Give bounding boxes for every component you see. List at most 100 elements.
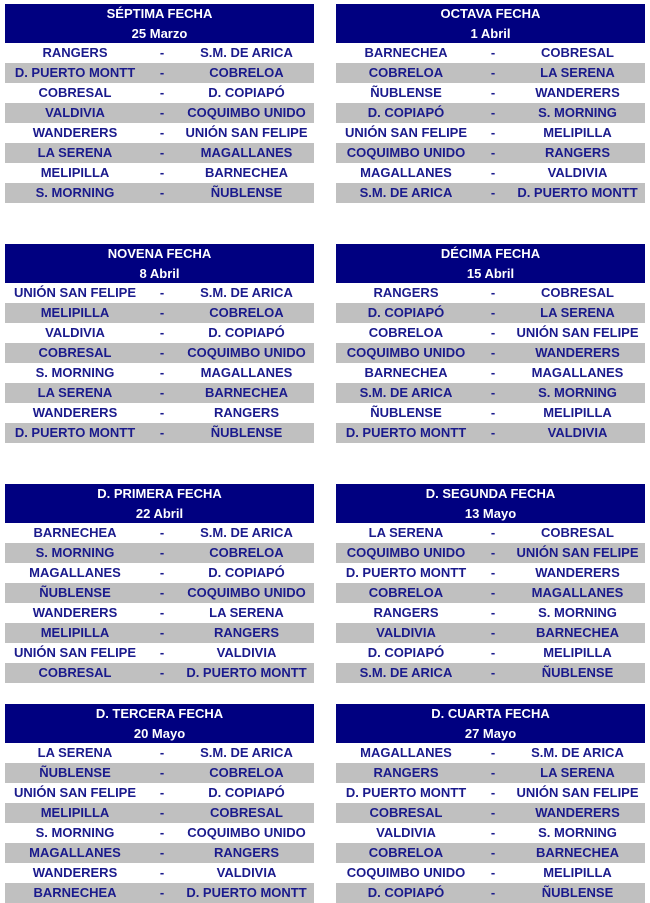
separator: - [159,585,165,600]
separator: - [490,285,496,300]
separator: - [159,865,165,880]
separator: - [490,165,496,180]
away-team: LA SERENA [540,305,615,320]
separator: - [490,765,496,780]
home-team: VALDIVIA [376,825,436,840]
away-team: S.M. DE ARICA [531,745,624,760]
away-team: COBRESAL [541,285,614,300]
away-team: VALDIVIA [216,865,277,880]
away-team: RANGERS [213,405,279,420]
separator: - [159,525,165,540]
home-team: MAGALLANES [360,745,452,760]
away-team: COBRESAL [541,525,614,540]
match-row: S.M. DE ARICA - D. PUERTO MONTT [336,183,645,203]
separator: - [159,345,165,360]
match-row: MAGALLANES - VALDIVIA [336,163,645,183]
separator: - [490,525,496,540]
home-team: ÑUBLENSE [370,405,442,420]
match-row: S. MORNING - MAGALLANES [5,363,314,383]
away-team: BARNECHEA [535,845,620,860]
match-row: COBRESAL - COQUIMBO UNIDO [5,343,314,363]
match-row: COQUIMBO UNIDO - WANDERERS [336,343,645,363]
away-team: BARNECHEA [204,385,289,400]
separator: - [159,825,165,840]
match-row: ÑUBLENSE - MELIPILLA [336,403,645,423]
away-team: MAGALLANES [531,365,624,380]
match-row: S.M. DE ARICA - S. MORNING [336,383,645,403]
away-team: BARNECHEA [204,165,289,180]
home-team: MAGALLANES [29,845,121,860]
round-block: SÉPTIMA FECHA 25 Marzo RANGERS - S.M. DE ARI… [5,4,314,203]
home-team: ÑUBLENSE [39,765,111,780]
match-row: D. PUERTO MONTT - WANDERERS [336,563,645,583]
away-team: COQUIMBO UNIDO [187,345,306,360]
away-team: UNIÓN SAN FELIPE [516,785,639,800]
away-team: VALDIVIA [216,645,277,660]
away-team: S. MORNING [538,825,617,840]
away-team: S.M. DE ARICA [200,45,293,60]
round-block: D. PRIMERA FECHA 22 Abril BARNECHEA - S.M. D… [5,484,314,683]
home-team: S. MORNING [35,365,115,380]
away-team: MELIPILLA [543,125,612,140]
away-team: UNIÓN SAN FELIPE [516,325,639,340]
round-block: NOVENA FECHA 8 Abril UNIÓN SAN FELIPE - S.M.… [5,244,314,443]
away-team: D. PUERTO MONTT [517,185,638,200]
match-row: BARNECHEA - D. PUERTO MONTT [5,883,314,903]
away-team: COQUIMBO UNIDO [187,585,306,600]
away-team: S. MORNING [538,385,617,400]
separator: - [490,325,496,340]
home-team: COBRESAL [38,85,112,100]
away-team: MAGALLANES [200,145,293,160]
home-team: MELIPILLA [40,165,110,180]
separator: - [159,165,165,180]
home-team: D. PUERTO MONTT [14,65,136,80]
home-team: COBRESAL [369,805,443,820]
home-team: COQUIMBO UNIDO [346,865,466,880]
match-row: VALDIVIA - D. COPIAPÓ [5,323,314,343]
home-team: BARNECHEA [364,365,448,380]
home-team: MAGALLANES [360,165,452,180]
home-team: COQUIMBO UNIDO [346,545,466,560]
round-block: OCTAVA FECHA 1 Abril BARNECHEA - COBRESAL COB… [336,4,645,203]
home-team: MELIPILLA [40,805,110,820]
match-row: LA SERENA - S.M. DE ARICA [5,743,314,763]
home-team: RANGERS [42,45,108,60]
home-team: S. MORNING [35,825,115,840]
away-team: UNIÓN SAN FELIPE [185,125,308,140]
match-row: COBRELOA - UNIÓN SAN FELIPE [336,323,645,343]
separator: - [159,805,165,820]
away-team: MAGALLANES [200,365,293,380]
separator: - [490,845,496,860]
away-team: LA SERENA [540,65,615,80]
separator: - [159,605,165,620]
match-row: MAGALLANES - RANGERS [5,843,314,863]
away-team: WANDERERS [535,805,620,820]
separator: - [490,545,496,560]
match-row: MELIPILLA - COBRESAL [5,803,314,823]
match-row: COBRELOA - MAGALLANES [336,583,645,603]
separator: - [159,665,165,680]
away-team: LA SERENA [209,605,284,620]
home-team: UNIÓN SAN FELIPE [344,125,468,140]
home-team: D. COPIAPÓ [367,305,445,320]
away-team: S.M. DE ARICA [200,745,293,760]
away-team: MELIPILLA [543,405,612,420]
match-row: WANDERERS - VALDIVIA [5,863,314,883]
home-team: LA SERENA [37,145,113,160]
away-team: S. MORNING [538,605,617,620]
separator: - [490,145,496,160]
separator: - [159,565,165,580]
away-team: WANDERERS [535,85,620,100]
separator: - [159,365,165,380]
match-row: S. MORNING - ÑUBLENSE [5,183,314,203]
away-team: RANGERS [544,145,610,160]
match-row: S. MORNING - COBRELOA [5,543,314,563]
home-team: LA SERENA [368,525,444,540]
home-team: UNIÓN SAN FELIPE [13,645,137,660]
round-title: D. TERCERA FECHA [5,704,314,724]
home-team: ÑUBLENSE [370,85,442,100]
away-team: MELIPILLA [543,865,612,880]
separator: - [159,545,165,560]
home-team: COQUIMBO UNIDO [346,345,466,360]
round-date: 1 Abril [336,23,645,43]
